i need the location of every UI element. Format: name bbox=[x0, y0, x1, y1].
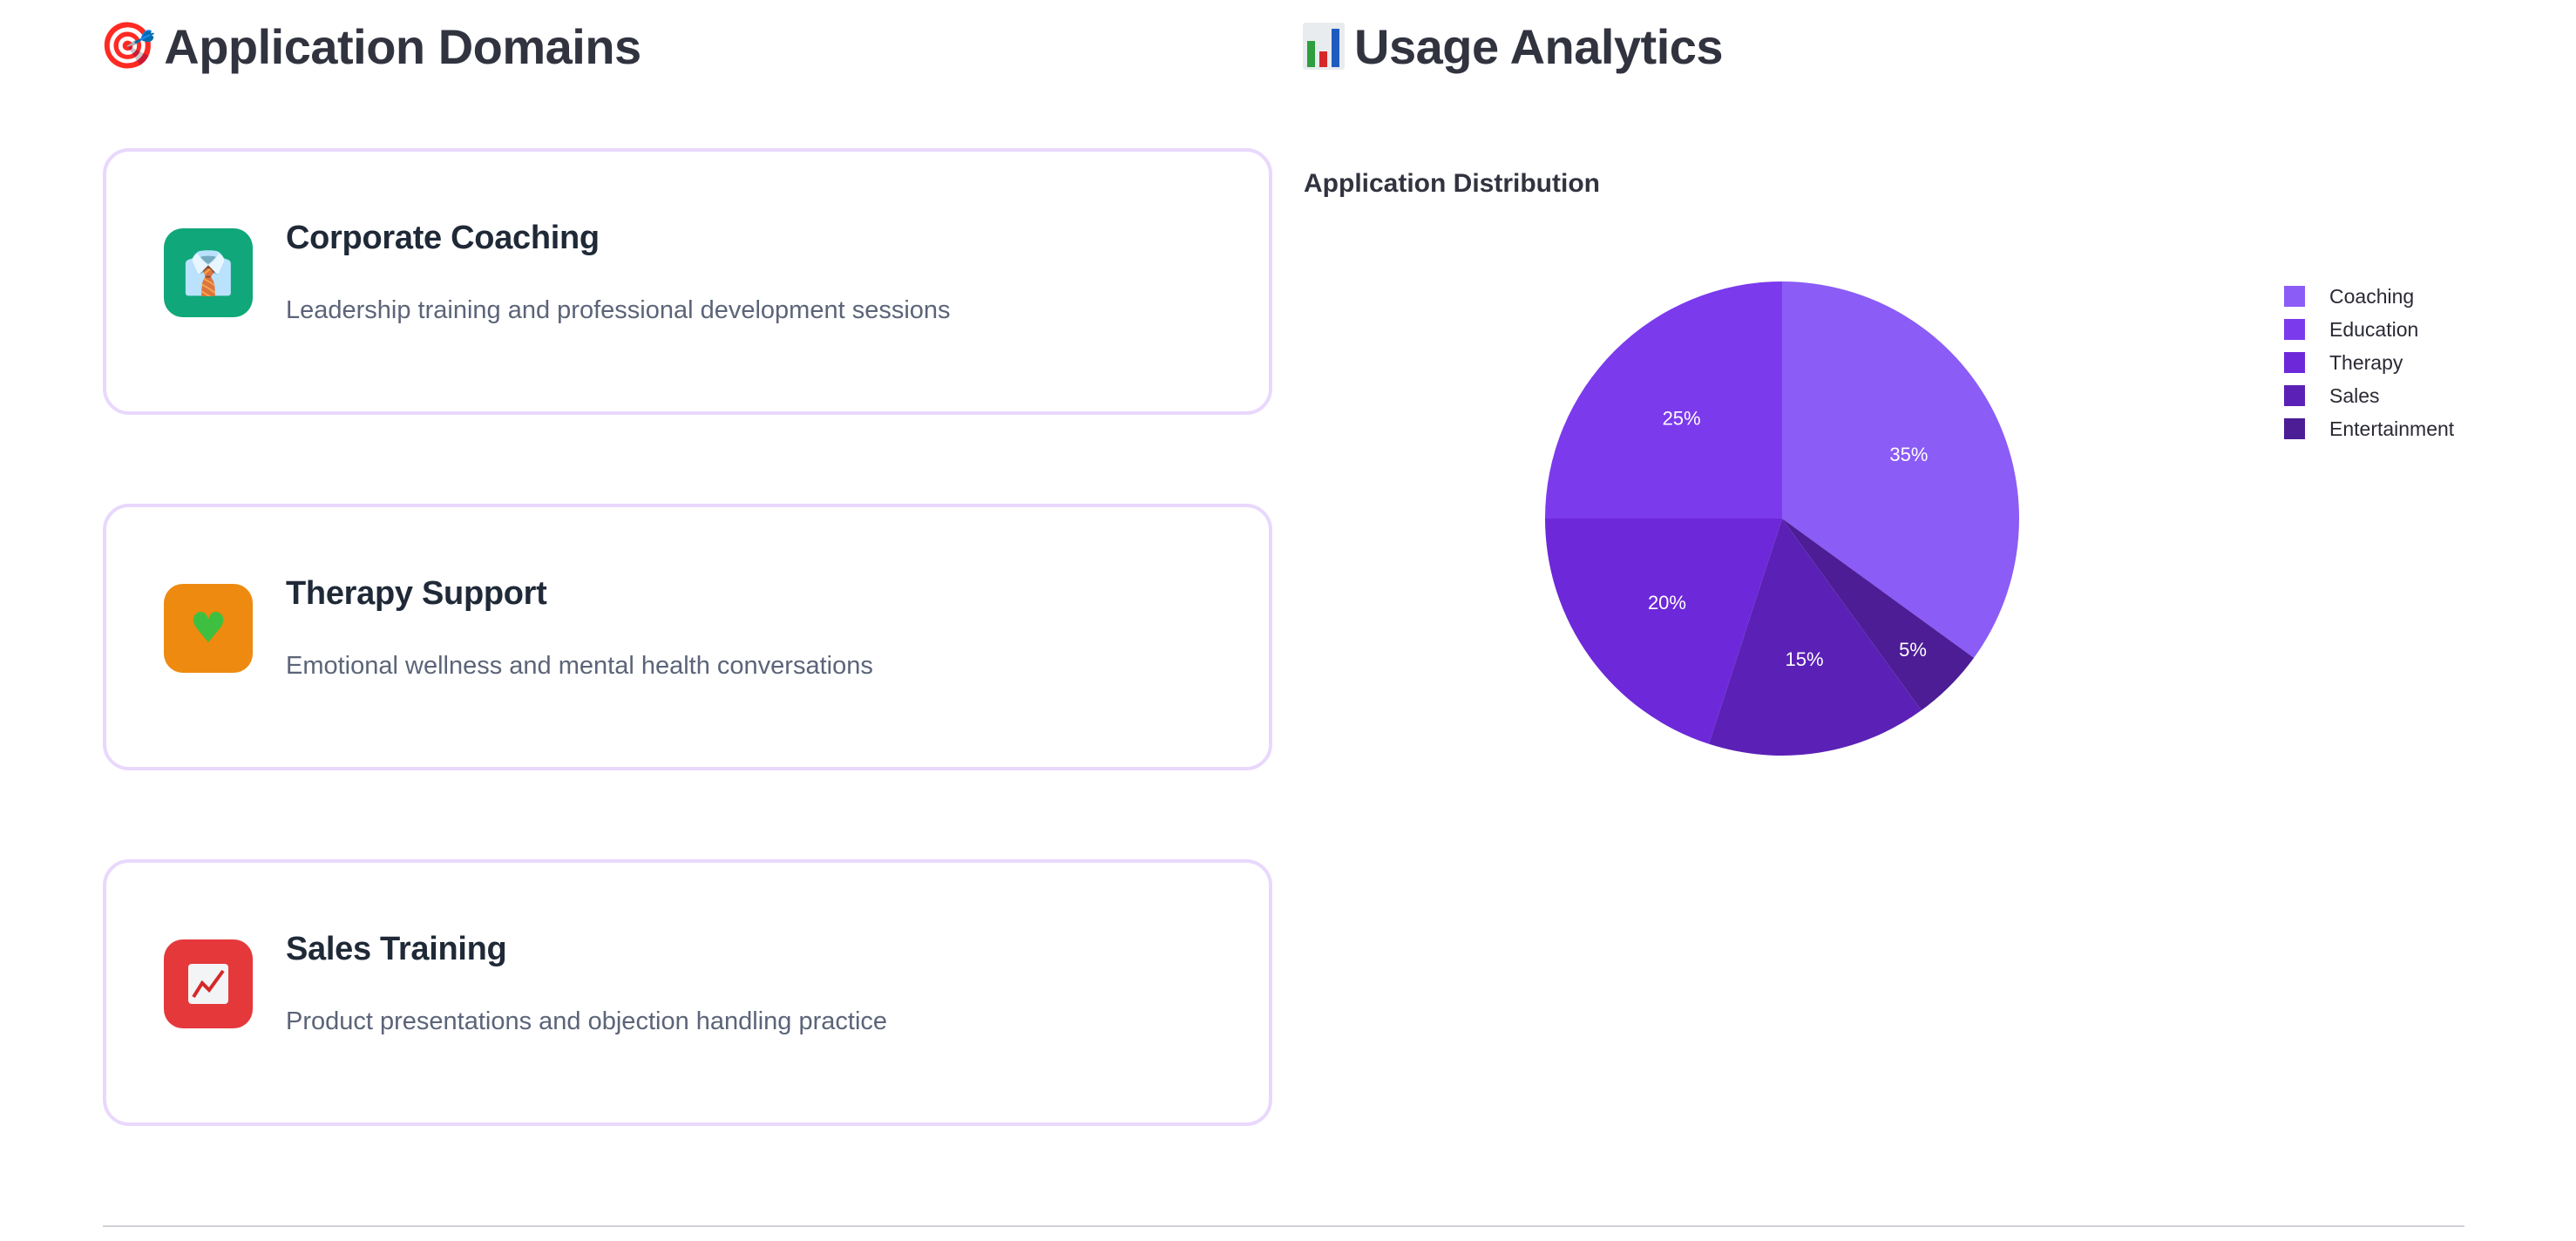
usage-analytics-title: Usage Analytics bbox=[1354, 18, 1724, 74]
business-person-icon: 👔 bbox=[164, 228, 253, 317]
pie-slice-entertainment bbox=[1782, 519, 1975, 711]
legend-label: Sales bbox=[2329, 384, 2380, 407]
pie-slice-labels: 35% 5% 15% 20% 25% bbox=[1648, 408, 1928, 671]
legend-label: Education bbox=[2329, 318, 2418, 341]
legend-swatch bbox=[2284, 385, 2305, 406]
card-description: Emotional wellness and mental health con… bbox=[286, 652, 873, 680]
slice-label-education: 25% bbox=[1663, 408, 1701, 430]
slice-label-sales: 15% bbox=[1786, 648, 1824, 670]
card-title: Sales Training bbox=[286, 931, 507, 967]
chart-increasing-icon bbox=[164, 939, 253, 1028]
legend-swatch bbox=[2284, 319, 2305, 340]
legend-swatch bbox=[2284, 418, 2305, 439]
pie-slice-sales bbox=[1708, 519, 1922, 756]
application-domains-title: Application Domains bbox=[164, 18, 641, 74]
legend-item-education[interactable]: Education bbox=[2284, 318, 2418, 341]
legend-label: Entertainment bbox=[2329, 417, 2455, 440]
pie-slice-coaching bbox=[1782, 281, 2019, 658]
chart-legend: Coaching Education Therapy Sales Entertainme… bbox=[2284, 285, 2455, 440]
slice-label-entertainment: 5% bbox=[1899, 639, 1927, 661]
bottom-divider bbox=[103, 1225, 2464, 1227]
pie-chart-svg: Application Distribution 35%5%15%20%25% … bbox=[1304, 169, 2455, 756]
legend-label: Therapy bbox=[2329, 351, 2403, 374]
slice-label-therapy: 20% bbox=[1648, 592, 1686, 614]
legend-item-therapy[interactable]: Therapy bbox=[2284, 351, 2403, 374]
card-description: Leadership training and professional dev… bbox=[286, 296, 951, 324]
chart-title: Application Distribution bbox=[1304, 169, 1600, 198]
application-distribution-chart: Application Distribution 35% 5% 15% 20% 25% … bbox=[1302, 148, 2487, 793]
legend-label: Coaching bbox=[2329, 285, 2414, 308]
bar-chart-icon bbox=[1302, 22, 1346, 71]
pie-slice-therapy bbox=[1545, 519, 1782, 744]
card-title: Therapy Support bbox=[286, 575, 547, 612]
legend-item-sales[interactable]: Sales bbox=[2284, 384, 2380, 407]
domain-card-corporate-coaching: 👔 Corporate Coaching Leadership training… bbox=[103, 148, 1272, 415]
pie-slice-education bbox=[1545, 281, 1782, 519]
usage-analytics-heading: Usage Analytics bbox=[1302, 16, 1724, 77]
domain-card-sales-training: Sales Training Product presentations and… bbox=[103, 859, 1272, 1126]
legend-item-entertainment[interactable]: Entertainment bbox=[2284, 417, 2455, 440]
application-domains-heading: 🎯 Application Domains bbox=[99, 16, 641, 77]
legend-swatch bbox=[2284, 352, 2305, 373]
legend-item-coaching[interactable]: Coaching bbox=[2284, 285, 2414, 308]
card-description: Product presentations and objection hand… bbox=[286, 1007, 888, 1035]
legend-swatch bbox=[2284, 286, 2305, 307]
card-title: Corporate Coaching bbox=[286, 220, 600, 256]
target-icon: 🎯 bbox=[99, 20, 156, 72]
green-heart-icon: ♥ bbox=[164, 584, 253, 673]
slice-label-coaching: 35% bbox=[1889, 444, 1928, 465]
pie-slices bbox=[1545, 281, 2019, 756]
domain-card-therapy-support: ♥ Therapy Support Emotional wellness and… bbox=[103, 504, 1272, 770]
